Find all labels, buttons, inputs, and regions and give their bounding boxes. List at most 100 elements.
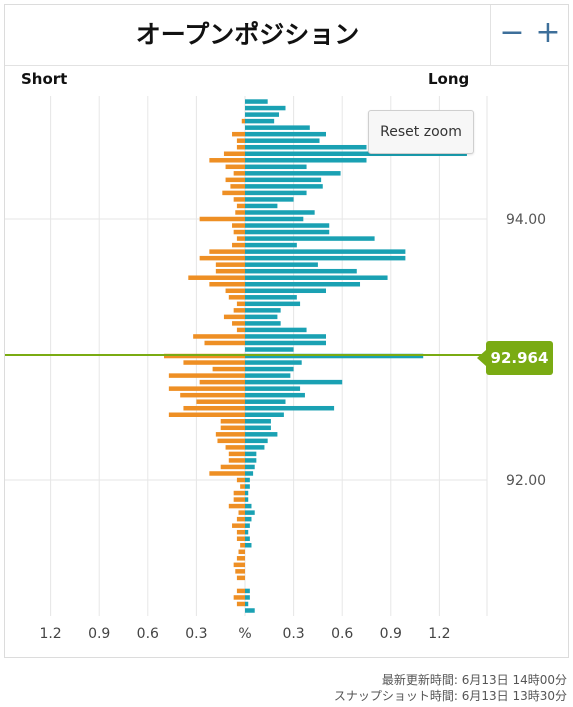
short-position-bar [180,392,245,398]
current-price-tag: 92.964 [477,341,553,375]
short-position-bar [236,203,245,209]
short-position-bar [236,301,245,307]
x-tick-label: 0.9 [380,626,402,642]
short-position-bar [236,477,245,483]
long-position-bar [245,216,304,222]
short-position-bar [217,438,245,444]
short-position-bar [220,419,245,424]
long-position-bar [245,451,257,457]
last-updated-text: 最新更新時間: 6月13日 14時00分 [381,673,567,687]
short-position-bar [223,151,245,156]
long-position-bar [245,112,280,117]
long-position-bar [245,321,281,326]
short-position-bar [168,412,245,417]
x-tick-label: 0.9 [88,626,110,642]
short-position-bar [225,164,245,170]
long-position-bar [245,288,326,294]
short-position-bar [233,229,245,235]
short-position-bar [230,184,245,189]
short-position-bar [209,282,245,287]
short-position-bar [199,255,245,261]
short-position-bar [228,458,245,463]
short-position-bar [209,158,245,163]
short-position-bar [236,236,245,241]
long-position-bar [245,588,250,594]
long-position-bar [245,490,249,496]
long-position-bar [245,516,252,522]
short-position-bar [228,451,245,457]
long-position-bar [245,503,252,509]
short-position-bar [232,321,245,326]
long-position-bar [245,125,310,130]
short-position-bar [240,484,245,489]
long-position-bar [245,255,406,261]
short-position-bar [236,516,245,522]
long-position-bar [245,138,320,143]
short-position-bar [235,569,245,574]
long-position-bar [245,314,278,320]
long-position-bar [245,327,307,333]
short-position-bar [233,197,245,202]
long-position-bar [245,236,375,241]
short-position-bar [220,425,245,431]
long-position-bar [245,353,424,359]
snapshot-time-text: スナップショット時間: 6月13日 13時30分 [333,689,567,703]
zoom-out-button[interactable]: − [499,15,525,50]
position-bars [164,99,467,613]
long-position-bar [245,131,326,137]
short-position-bar [238,549,245,555]
short-position-bar [228,295,245,300]
short-position-bar [233,171,245,176]
long-position-bar [245,510,255,515]
short-position-bar [199,216,245,222]
long-position-bar [245,373,291,378]
short-position-bar [236,536,245,541]
long-position-bar [245,242,297,248]
long-position-bar [245,177,322,183]
x-tick-label: 0.6 [331,626,353,642]
long-position-bar [245,99,268,104]
long-position-bar [245,118,275,124]
long-position-bar [245,405,335,411]
long-position-bar [245,529,249,535]
long-position-bar [245,438,268,444]
long-position-bar [245,105,286,111]
short-position-bar [188,275,245,280]
long-position-bar [245,158,367,163]
long-position-bar [245,608,255,613]
long-position-bar [245,543,252,548]
x-tick-label: 1.2 [428,626,450,642]
long-position-bar [245,464,255,470]
short-position-bar [228,503,245,509]
short-position-bar [209,471,245,476]
reset-zoom-button[interactable]: Reset zoom [368,110,474,154]
short-position-bar [235,210,245,215]
long-position-bar [245,347,294,352]
short-position-bar [233,595,245,600]
long-position-bar [245,379,343,385]
long-position-bar [245,484,250,489]
long-position-bar [245,144,367,150]
long-position-bar [245,425,271,431]
x-tick-label: % [238,626,251,642]
short-position-bar [215,262,245,267]
short-position-bar [236,144,245,150]
zoom-in-button[interactable]: + [535,15,561,50]
long-position-bar [245,360,302,365]
open-positions-widget: オープンポジション − + [4,4,569,658]
widget-header: オープンポジション − + [5,5,568,66]
x-tick-label: 1.2 [39,626,61,642]
long-position-bar [245,171,341,176]
long-position-bar [245,268,357,274]
short-position-bar [236,556,245,561]
y-tick-label: 92.00 [506,473,546,489]
long-position-bar [245,523,250,528]
short-position-bar [232,131,245,137]
short-position-bar [199,379,245,385]
long-position-bar [245,399,286,404]
short-position-bar [183,405,245,411]
widget-title: オープンポジション [135,20,360,49]
short-position-bar [232,523,245,528]
long-position-bar [245,295,297,300]
